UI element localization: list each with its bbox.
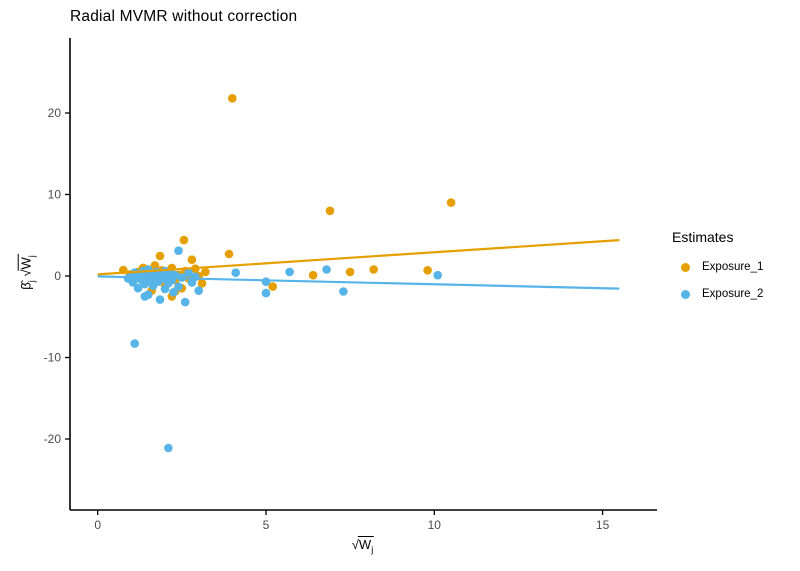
y-tick-label: -10 xyxy=(44,351,62,365)
data-point-exposure_2 xyxy=(169,288,178,297)
y-tick-label: 20 xyxy=(48,106,62,120)
w-subscript: j xyxy=(371,544,374,555)
data-point-exposure_1 xyxy=(369,265,379,274)
x-axis-label: √Wj xyxy=(351,536,375,555)
data-point-exposure_1 xyxy=(155,251,165,261)
data-point-exposure_2 xyxy=(180,297,190,307)
w-symbol: W xyxy=(358,537,372,552)
legend-item: Exposure_2 xyxy=(668,288,763,300)
data-point-exposure_2 xyxy=(285,267,294,277)
data-point-exposure_2 xyxy=(130,339,139,348)
w-subscript: j xyxy=(26,255,37,258)
data-point-exposure_1 xyxy=(187,255,197,264)
x-tick-label: 15 xyxy=(596,518,610,532)
legend-items: Exposure_1 Exposure_2 xyxy=(668,261,763,300)
trend-line-exposure_1 xyxy=(97,239,620,276)
data-point-exposure_1 xyxy=(179,235,189,245)
legend-point-icon xyxy=(681,262,690,272)
data-point-exposure_1 xyxy=(228,94,237,103)
legend: Estimates Exposure_1 Exposure_2 xyxy=(668,229,763,315)
data-point-exposure_2 xyxy=(184,268,193,278)
data-point-exposure_1 xyxy=(224,249,234,259)
data-point-exposure_2 xyxy=(261,288,271,298)
data-point-exposure_2 xyxy=(322,265,331,274)
trend-line-exposure_2 xyxy=(97,275,620,290)
x-tick-label: 5 xyxy=(263,518,270,532)
data-point-exposure_2 xyxy=(194,286,203,296)
y-tick-label: 0 xyxy=(54,269,61,283)
legend-item: Exposure_1 xyxy=(668,261,763,273)
data-point-exposure_1 xyxy=(201,267,210,277)
data-point-exposure_1 xyxy=(268,282,278,291)
legend-label: Exposure_2 xyxy=(702,288,764,300)
beta-hat-symbol: β̂ xyxy=(18,282,34,290)
chart-title: Radial MVMR without correction xyxy=(70,8,298,25)
data-point-exposure_2 xyxy=(174,282,183,291)
data-point-exposure_1 xyxy=(197,279,207,288)
data-point-exposure_1 xyxy=(308,270,318,280)
data-point-exposure_2 xyxy=(231,268,240,278)
y-tick-label: -20 xyxy=(44,432,62,446)
data-point-exposure_1 xyxy=(150,261,160,270)
legend-title: Estimates xyxy=(672,229,734,245)
data-point-exposure_2 xyxy=(174,246,183,255)
radicand: Wj xyxy=(17,254,37,271)
data-point-exposure_1 xyxy=(423,266,432,275)
data-point-exposure_2 xyxy=(261,277,271,287)
data-point-exposure_1 xyxy=(446,198,456,207)
data-point-exposure_1 xyxy=(325,206,335,216)
sqrt-symbol: √ xyxy=(18,269,34,277)
beta-subscript: j xyxy=(26,280,37,283)
sqrt-symbol: √ xyxy=(351,537,359,552)
data-point-exposure_1 xyxy=(345,267,355,277)
data-point-exposure_2 xyxy=(433,270,443,280)
data-point-exposure_2 xyxy=(155,295,165,304)
data-point-exposure_2 xyxy=(164,443,173,453)
y-axis-label: β̂j √Wj xyxy=(17,254,37,290)
data-point-exposure_2 xyxy=(339,287,348,296)
legend-label: Exposure_1 xyxy=(702,261,764,273)
data-point-exposure_2 xyxy=(140,292,150,301)
x-tick-label: 0 xyxy=(94,518,101,532)
w-symbol: W xyxy=(18,257,34,270)
legend-point-icon xyxy=(681,289,690,299)
radicand: Wj xyxy=(357,536,375,555)
x-tick-label: 10 xyxy=(428,518,442,532)
data-point-exposure_2 xyxy=(133,283,143,293)
y-tick-label: 10 xyxy=(48,188,62,202)
